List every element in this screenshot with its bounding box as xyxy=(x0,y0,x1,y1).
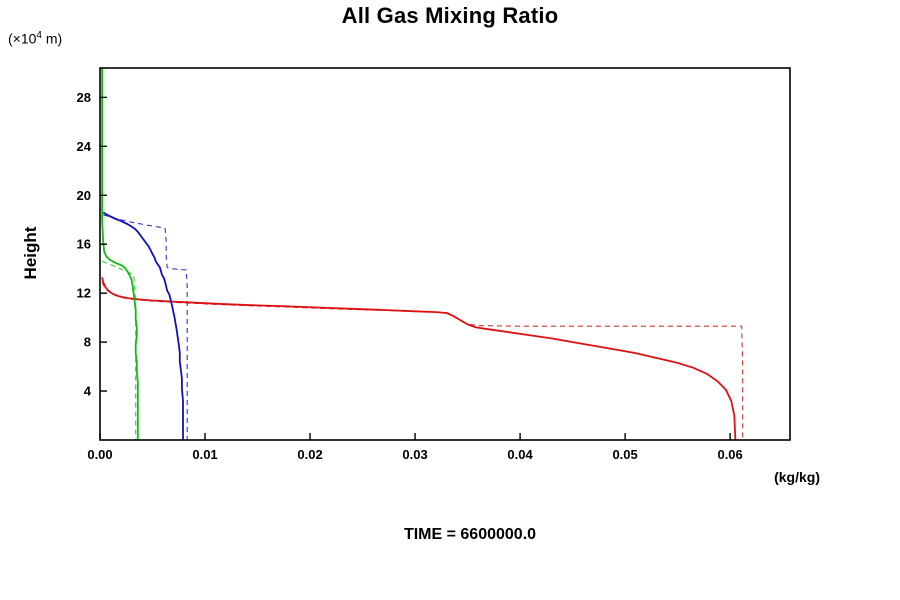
y-tick-label: 20 xyxy=(77,188,91,203)
y-axis-unit-prefix: (×10 xyxy=(8,30,37,47)
time-caption: TIME = 6600000.0 xyxy=(403,526,537,543)
x-tick-label: 0.06 xyxy=(717,447,742,462)
y-tick-label: 16 xyxy=(77,237,91,252)
y-axis-unit-exponent: 4 xyxy=(36,30,42,41)
x-tick-label: 0.01 xyxy=(192,447,217,462)
x-axis-unit-label: (kg/kg) xyxy=(774,469,820,485)
chart-title: All Gas Mixing Ratio xyxy=(341,3,559,28)
series-blue-dashed xyxy=(103,214,188,440)
x-tick-label: 0.02 xyxy=(297,447,322,462)
series-red-solid xyxy=(101,277,737,441)
y-tick-label: 8 xyxy=(84,335,91,350)
series-red-dashed xyxy=(101,281,744,440)
x-tick-label: 0.04 xyxy=(507,447,533,462)
y-tick-label: 24 xyxy=(77,139,92,154)
x-tick-label: 0.03 xyxy=(402,447,427,462)
y-tick-label: 28 xyxy=(77,90,91,105)
y-axis-unit-label: (×104 m) xyxy=(8,30,62,47)
plot-frame xyxy=(99,67,791,441)
y-axis-unit-suffix: m) xyxy=(41,30,63,47)
x-tick-label: 0.00 xyxy=(87,447,112,462)
series-blue-solid xyxy=(102,211,184,440)
y-tick-label: 4 xyxy=(84,384,92,399)
y-tick-label: 12 xyxy=(77,286,91,301)
series-green-solid xyxy=(101,68,139,440)
x-tick-label: 0.05 xyxy=(612,447,637,462)
